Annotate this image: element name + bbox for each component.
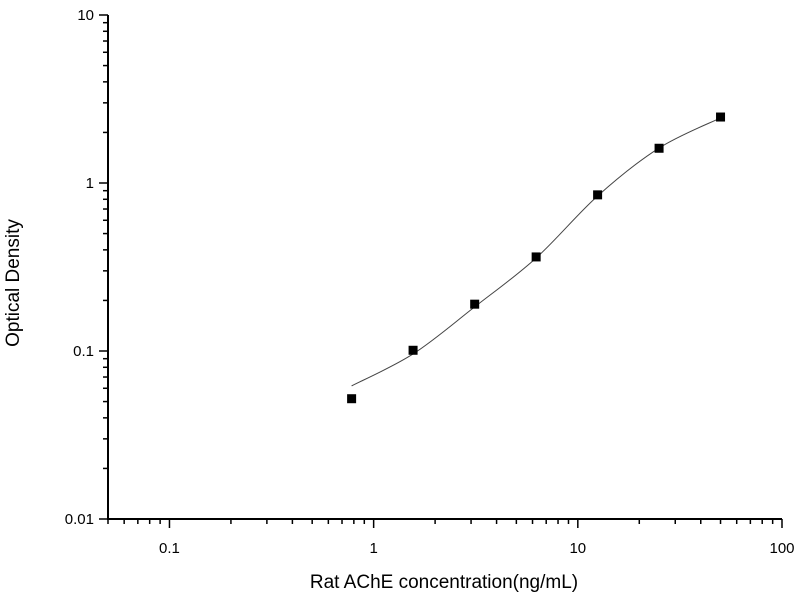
- y-tick-label: 10: [77, 7, 94, 24]
- data-point: [716, 112, 726, 122]
- x-tick-label: 1: [369, 540, 377, 557]
- x-tick-label: 100: [769, 540, 794, 557]
- data-point: [347, 394, 357, 404]
- x-tick-label: 10: [569, 540, 586, 557]
- y-tick-label: 0.1: [73, 343, 94, 360]
- y-tick-label: 0.01: [65, 511, 94, 528]
- data-points: [347, 112, 726, 404]
- x-axis-title: Rat AChE concentration(ng/mL): [310, 572, 578, 593]
- data-point: [531, 252, 541, 262]
- data-point: [593, 190, 603, 200]
- data-point: [470, 299, 480, 309]
- data-point: [654, 143, 664, 153]
- x-tick-label: 0.1: [159, 540, 180, 557]
- axes: [99, 14, 783, 528]
- y-tick-labels: 0.01 0.1 1 10: [65, 7, 94, 528]
- data-point: [408, 345, 418, 355]
- x-tick-labels: 0.1 1 10 100: [159, 540, 794, 557]
- fit-curve: [351, 117, 721, 387]
- y-tick-label: 1: [86, 175, 94, 192]
- y-axis-title: Optical Density: [3, 219, 24, 347]
